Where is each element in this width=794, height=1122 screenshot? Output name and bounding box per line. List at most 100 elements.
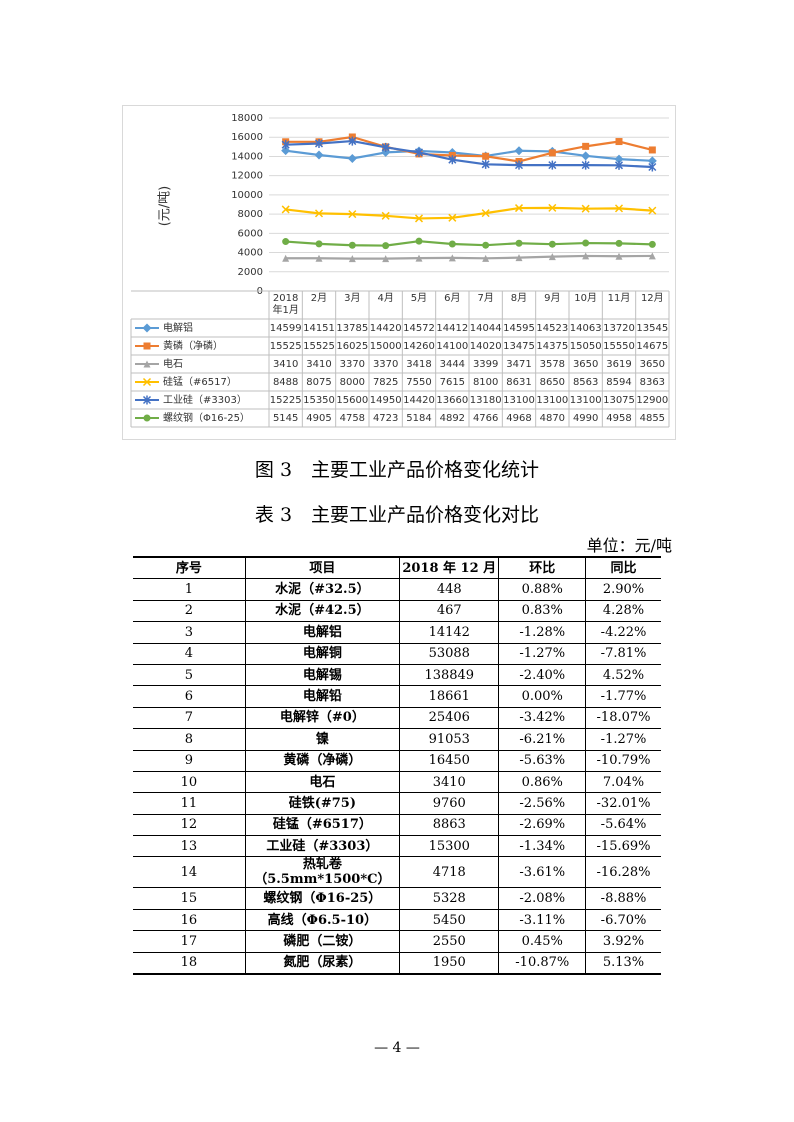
table-value: 13545 [636,323,668,334]
table-value: 15600 [336,395,368,406]
table-row: 7 电解锌（#0） 25406 -3.42% -18.07% [133,706,661,730]
table-value: 4905 [306,413,331,424]
marker [648,206,657,215]
marker [614,160,624,170]
table-cell: -2.69% [498,813,587,837]
table-value: 12900 [636,395,668,406]
marker [315,254,323,262]
marker [548,149,556,157]
table-cell: 磷肥（二铵） [244,930,401,953]
table-cell: 7 [133,706,246,730]
table-value: 14044 [470,323,502,334]
legend-label: 黄磷（净磷） [163,339,223,352]
page-number: — 4 — [374,1040,420,1056]
table-cell: -2.40% [498,663,587,687]
y-axis-label: (元/吨) [158,186,173,227]
table-cell: -6.21% [498,728,587,751]
table-cell: 0.86% [498,770,587,794]
marker [582,142,590,150]
table-cell: 电解铝 [244,621,401,644]
line [285,240,653,247]
marker [448,240,456,248]
table-row: 15 螺纹钢（Φ16-25） 5328 -2.08% -8.88% [133,887,661,910]
table-cell: 8 [133,728,246,751]
x-tick-label: 3月 [344,293,361,304]
x-tick-label-box: 6月 [444,293,461,304]
x-tick-label: 5月 [410,293,428,304]
table-cell: -7.81% [585,642,661,665]
figure-caption: 图 3 主要工业产品价格变化统计 [254,459,540,481]
marker [382,242,390,250]
table-value: 15225 [270,395,302,406]
table-cell: -18.07% [585,706,661,730]
legend-label: 硅锰（#6517） [163,375,237,388]
table-cell: 53088 [399,642,500,665]
series: 电石 3410 3410 3370 3370 3418 3444 3399 3471 3578 36… [135,252,665,370]
table-value: 4958 [606,413,631,424]
table-value: 5145 [273,413,298,424]
table-cell: -3.61% [498,856,587,889]
table-value: 14420 [403,395,435,406]
table-cell: -10.79% [585,749,661,772]
table-value: 3370 [373,359,398,370]
table-value: 4766 [473,413,498,424]
series: 黄磷（净磷） 15525 15525 16025 15000 14260 14100 1402… [135,133,668,352]
y-tick-label: 8000 [238,209,263,220]
price-table: 序号 项目 2018 年 12 月环比 同比 1 水泥（#32.5） 448 0.88% 2.9… [133,556,661,976]
table-value: 13475 [503,341,535,352]
table-cell: -1.27% [498,642,587,665]
table-value: 4758 [340,413,365,424]
table-row: 12 硅锰（#6517） 8863 -2.69% -5.64% [133,813,661,837]
table-value: 7615 [440,377,465,388]
table-value: 3410 [273,359,298,370]
table-cell: 电石 [244,770,401,794]
table-value: 14260 [403,341,435,352]
table-value: 13660 [436,395,468,406]
marker [615,239,623,247]
x-tick-label-box: 5月 [410,293,428,304]
marker [314,150,324,160]
table-value: 4723 [373,413,398,424]
x-tick-label: 8月 [510,293,528,304]
marker [315,240,323,248]
table-value: 7550 [406,377,431,388]
table-cell: 18 [133,951,246,975]
table-cell: 高线（Φ6.5-10） [244,908,401,932]
marker [615,252,623,260]
marker [581,204,590,213]
x-tick-label-box: 8月 [510,293,528,304]
marker [614,204,624,213]
table-value: 14595 [503,323,535,334]
table-cell: 4718 [399,856,500,889]
table-cell: 螺纹钢（Φ16-25） [244,887,401,910]
table-row: 8 镍 91053 -6.21% -1.27% [133,728,661,751]
marker [648,162,657,172]
table-cell: 8863 [399,813,500,837]
table-value: 15525 [270,341,302,352]
table-cell: -10.87% [498,951,587,975]
table-cell: 18661 [399,685,500,708]
x-tick-label: 6月 [444,293,461,304]
table-cell: -32.01% [585,792,661,815]
x-tick-label-box: 10月 [574,293,597,304]
table-row: 18 氮肥（尿素） 1950 -10.87% 5.13% [133,951,661,975]
table-value: 13075 [603,395,635,406]
table-cell: 1 [133,578,246,601]
table-cell: 2550 [399,930,500,953]
table-cell: 6 [133,685,246,708]
table-caption: 表 3 主要工业产品价格变化对比 [254,504,540,526]
y-tick-label: 18000 [231,113,263,124]
marker [414,214,424,223]
header-cell: 项目 [244,556,401,580]
table-value: 4855 [640,413,665,424]
table-value: 15525 [303,341,335,352]
table-value: 3399 [473,359,498,370]
table-row: 3 电解铝 14142 -1.28% -4.22% [133,621,661,644]
marker [515,254,523,262]
marker [348,255,356,263]
x-tick-label-box: 9月 [544,293,560,304]
table-value: 15550 [603,341,635,352]
table-value: 4968 [506,413,531,424]
table-cell: 14142 [399,621,500,644]
x-tick-label: 2月 [310,293,328,304]
